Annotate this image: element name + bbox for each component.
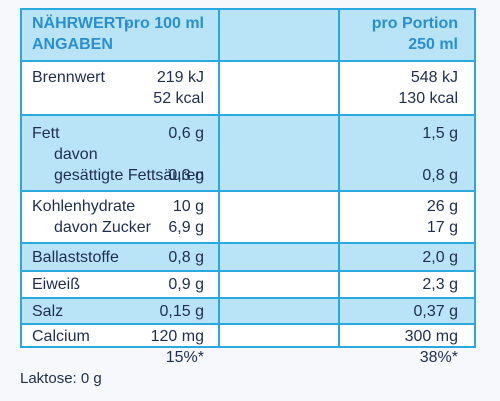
value-portion-saturated: 0,8 g	[422, 167, 458, 184]
value-portion-sugar: 17 g	[426, 219, 458, 236]
header-col3-line2: 250 ml	[408, 36, 458, 53]
row-label: Salz	[32, 303, 64, 320]
row-sublabel-davon: davon	[54, 146, 98, 163]
value-portion-salt: 0,37 g	[413, 303, 458, 320]
row-label: Calcium	[32, 328, 90, 345]
value-portion-energy-kj: 548 kJ	[410, 69, 458, 86]
value-100-saturated: 0,3 g	[168, 167, 204, 184]
value-100-carbs: 10 g	[172, 198, 204, 215]
value-100-protein: 0,9 g	[168, 276, 204, 293]
table-row-eiweiss: Eiweiß 0,9 g 2,3 g	[22, 270, 474, 297]
table-header-row: NÄHRWERT- ANGABEN pro 100 ml pro Portion…	[22, 10, 474, 60]
value-100-energy-kcal: 52 kcal	[153, 90, 204, 107]
value-100-energy-kj: 219 kJ	[156, 69, 204, 86]
value-100-fiber: 0,8 g	[168, 249, 204, 266]
table-row-kohlenhydrate: Kohlenhydrate davon Zucker 10 g 6,9 g 26…	[22, 190, 474, 242]
value-portion-calcium-pct: 38%*	[419, 349, 458, 366]
table-row-fett: Fett davon gesättigte Fettsäuren 0,6 g 0…	[22, 114, 474, 190]
row-label: Brennwert	[32, 69, 105, 86]
row-label: Kohlenhydrate	[32, 198, 136, 215]
lactose-note: Laktose: 0 g	[20, 370, 102, 387]
value-portion-fat: 1,5 g	[422, 125, 458, 142]
row-sublabel-zucker: davon Zucker	[54, 219, 151, 236]
header-col1-line1: NÄHRWERT-	[32, 15, 130, 32]
table-row-brennwert: Brennwert 219 kJ 52 kcal 548 kJ 130 kcal	[22, 60, 474, 114]
value-portion-fiber: 2,0 g	[422, 249, 458, 266]
value-100-fat: 0,6 g	[168, 125, 204, 142]
value-portion-calcium-mg: 300 mg	[404, 328, 458, 345]
row-sublabel-saturated: gesättigte Fettsäuren	[54, 167, 205, 184]
column-divider-2	[338, 10, 340, 346]
header-col2: pro 100 ml	[123, 15, 204, 32]
row-label: Fett	[32, 125, 60, 142]
value-100-salt: 0,15 g	[159, 303, 204, 320]
row-label: Eiweiß	[32, 276, 81, 293]
value-100-calcium-mg: 120 mg	[150, 328, 204, 345]
table-row-ballaststoffe: Ballaststoffe 0,8 g 2,0 g	[22, 242, 474, 270]
header-col1-line2: ANGABEN	[32, 36, 113, 53]
value-portion-energy-kcal: 130 kcal	[398, 90, 458, 107]
table-row-calcium: Calcium 120 mg 15%* 300 mg 38%*	[22, 323, 474, 366]
column-divider-1	[218, 10, 220, 346]
header-col3-line1: pro Portion	[371, 15, 458, 32]
value-100-calcium-pct: 15%*	[165, 349, 204, 366]
value-portion-protein: 2,3 g	[422, 276, 458, 293]
nutrition-table: NÄHRWERT- ANGABEN pro 100 ml pro Portion…	[20, 8, 476, 366]
row-label: Ballaststoffe	[32, 249, 119, 266]
table-row-salz: Salz 0,15 g 0,37 g	[22, 297, 474, 323]
value-portion-carbs: 26 g	[426, 198, 458, 215]
value-100-sugar: 6,9 g	[168, 219, 204, 236]
